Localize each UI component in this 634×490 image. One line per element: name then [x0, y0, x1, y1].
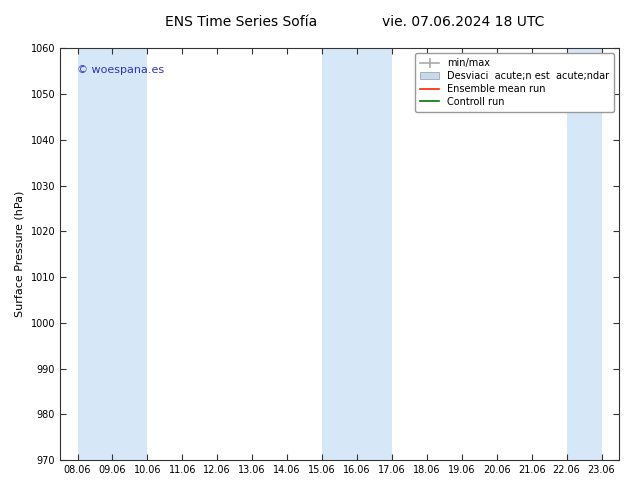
- Bar: [77, 49, 147, 460]
- Text: © woespana.es: © woespana.es: [77, 65, 164, 75]
- Text: vie. 07.06.2024 18 UTC: vie. 07.06.2024 18 UTC: [382, 15, 544, 29]
- Y-axis label: Surface Pressure (hPa): Surface Pressure (hPa): [15, 191, 25, 318]
- Bar: [567, 49, 602, 460]
- Bar: [322, 49, 392, 460]
- Legend: min/max, Desviaci  acute;n est  acute;ndar, Ensemble mean run, Controll run: min/max, Desviaci acute;n est acute;ndar…: [415, 53, 614, 112]
- Text: ENS Time Series Sofía: ENS Time Series Sofía: [165, 15, 317, 29]
